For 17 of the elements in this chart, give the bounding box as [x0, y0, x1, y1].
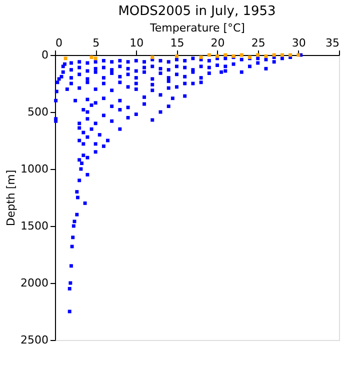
y-tick-label: 1000	[20, 162, 48, 176]
y-tick-label: 1500	[20, 220, 48, 232]
x-tick-label: 5	[92, 36, 100, 50]
x-tick-label: 25	[251, 36, 266, 50]
x-tick-label: 0	[56, 36, 62, 50]
chart-title: MODS2005 in July, 1953	[118, 4, 276, 19]
y-tick-label: 2500	[20, 334, 48, 346]
y-tick-label: 500	[28, 106, 48, 118]
y-tick-label: 0	[42, 48, 48, 62]
x-tick-label: 10	[130, 36, 144, 50]
x-axis-title: Temperature [°C]	[149, 22, 245, 34]
y-tick-label: 2000	[20, 276, 48, 290]
x-tick-label: 15	[170, 36, 184, 50]
x-tick-label: 30	[292, 36, 306, 50]
y-axis-title: Depth [m]	[4, 170, 18, 226]
x-tick-label: 35	[326, 36, 340, 50]
x-tick-label: 20	[210, 36, 225, 50]
